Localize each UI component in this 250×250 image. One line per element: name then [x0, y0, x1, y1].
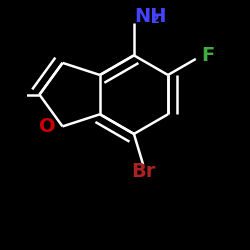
Text: 2: 2	[152, 13, 160, 26]
Text: Br: Br	[131, 162, 155, 181]
Text: F: F	[201, 46, 214, 65]
Text: O: O	[39, 117, 56, 136]
Text: NH: NH	[134, 6, 166, 26]
